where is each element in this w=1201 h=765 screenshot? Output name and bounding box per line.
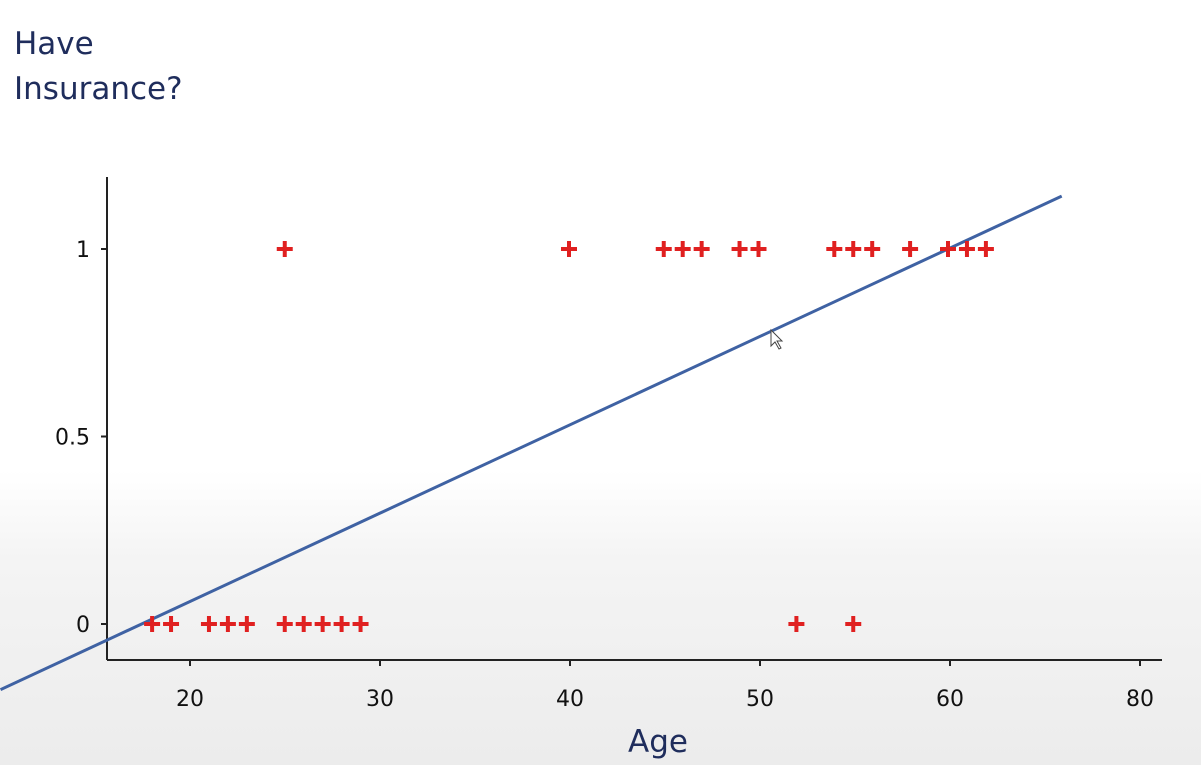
data-point: [314, 616, 331, 632]
data-point: [238, 616, 255, 632]
regression-line: [0, 194, 1063, 691]
data-point: [731, 241, 748, 257]
data-point: [561, 241, 577, 257]
data-point: [845, 616, 862, 632]
x-axis-label: Age: [628, 724, 688, 760]
x-tick-label: 50: [746, 687, 774, 712]
data-point: [163, 616, 180, 632]
data-point: [219, 616, 236, 632]
data-point: [693, 241, 710, 257]
data-point: [940, 241, 956, 257]
x-tick-label: 80: [1126, 687, 1154, 712]
data-point: [276, 241, 293, 257]
x-tick-label: 60: [936, 687, 964, 712]
y-tick-label: 1: [76, 238, 90, 263]
data-point: [788, 616, 805, 632]
data-point: [977, 241, 994, 257]
y-axis-label-line-2: Insurance?: [14, 71, 183, 107]
data-point: [864, 241, 881, 257]
x-tick-label: 30: [366, 687, 394, 712]
data-point: [674, 241, 691, 257]
data-point: [902, 241, 919, 257]
data-point: [144, 616, 161, 632]
data-point: [750, 241, 767, 257]
data-point: [958, 241, 975, 257]
x-tick-label: 20: [176, 687, 204, 712]
data-point: [333, 616, 350, 632]
data-point: [276, 616, 293, 632]
data-point: [655, 241, 672, 257]
data-point: [826, 241, 843, 257]
data-point: [200, 616, 217, 632]
x-tick-label: 40: [556, 687, 584, 712]
data-point: [295, 616, 312, 632]
mouse-cursor-icon: [770, 328, 784, 350]
y-tick-label: 0.5: [55, 426, 90, 451]
data-point: [352, 616, 369, 632]
y-tick-label: 0: [76, 613, 90, 638]
data-point: [845, 241, 862, 257]
y-axis-label-line-1: Have: [14, 26, 94, 62]
